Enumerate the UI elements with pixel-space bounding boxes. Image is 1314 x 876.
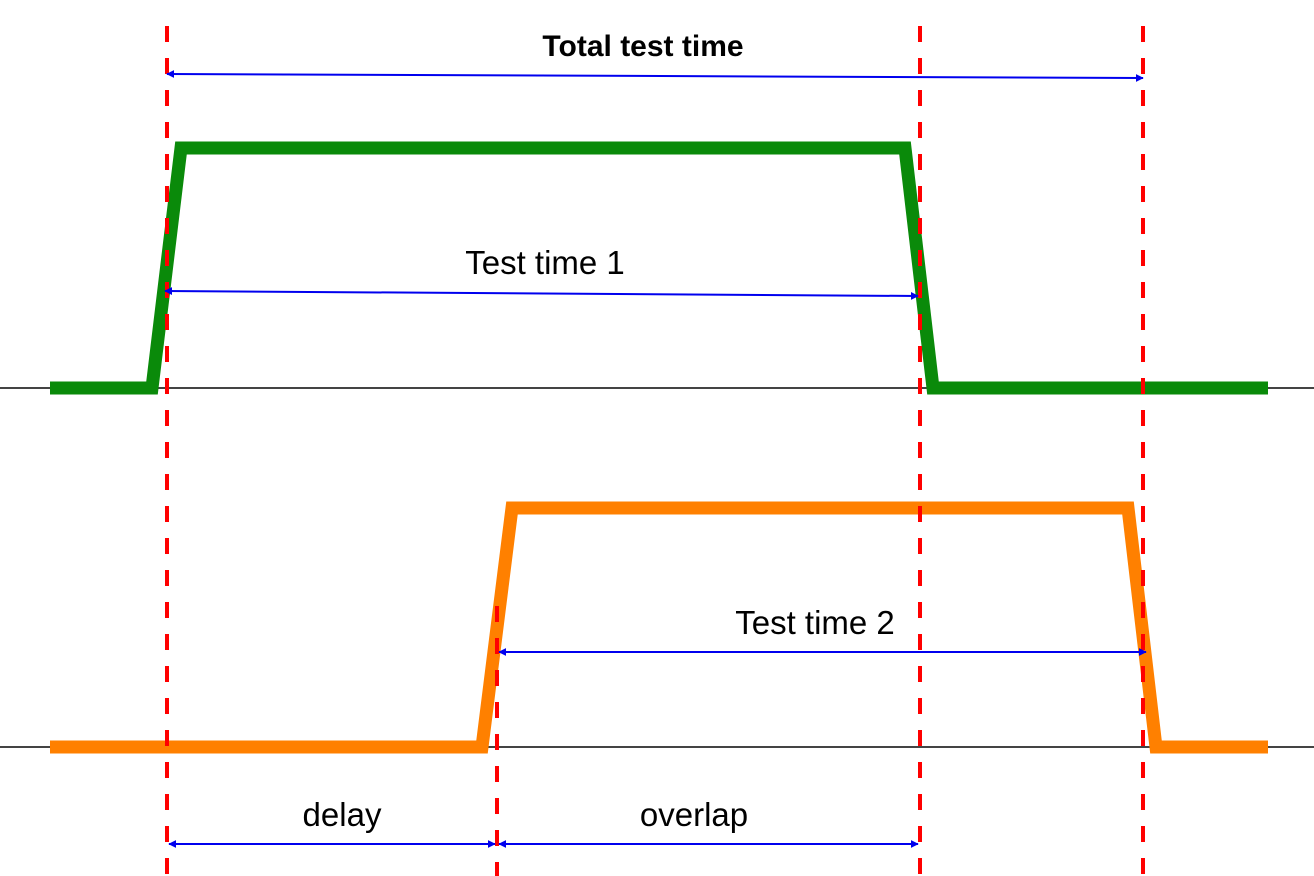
signal-2-waveform <box>50 501 1268 754</box>
signal-1-waveform <box>50 141 1268 395</box>
label-total-test-time: Total test time <box>542 30 743 63</box>
label-overlap: overlap <box>640 796 748 833</box>
label-test-time-2: Test time 2 <box>735 604 895 641</box>
label-delay: delay <box>303 796 382 833</box>
arrow-test-time-1 <box>164 287 919 300</box>
label-test-time-1: Test time 1 <box>465 244 625 281</box>
arrow-total-test-time <box>166 70 1144 82</box>
